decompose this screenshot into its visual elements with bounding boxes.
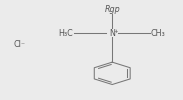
Text: Rgp: Rgp bbox=[104, 5, 120, 14]
Text: H₃C: H₃C bbox=[59, 29, 74, 38]
Text: +: + bbox=[113, 28, 118, 34]
Text: CH₃: CH₃ bbox=[151, 29, 166, 38]
Text: Cl⁻: Cl⁻ bbox=[13, 40, 25, 49]
Text: N: N bbox=[109, 29, 115, 38]
